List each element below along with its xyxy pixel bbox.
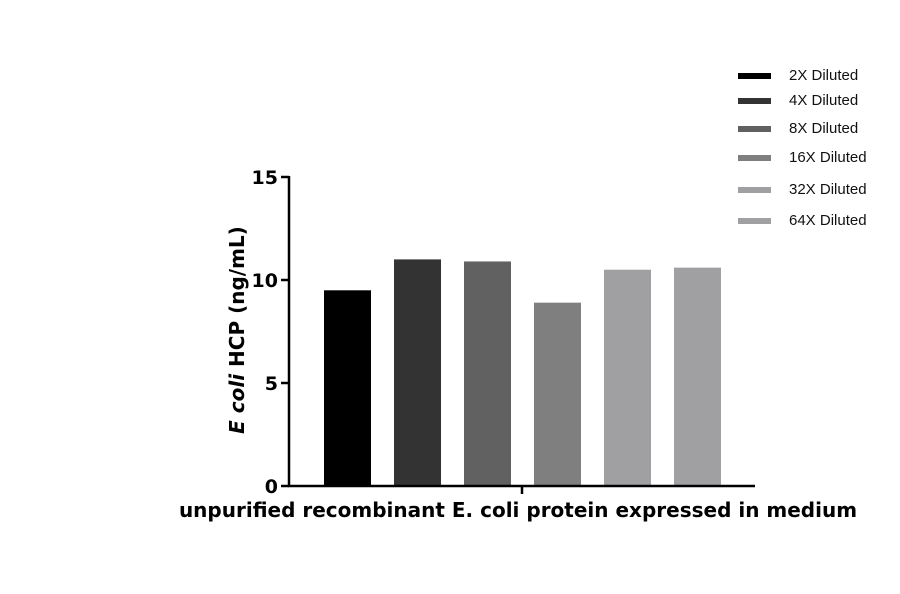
legend-label: 16X Diluted: [789, 149, 867, 166]
y-tick-label: 0: [265, 476, 278, 498]
legend-swatch-icon: [738, 98, 771, 104]
bar-8x-diluted: [464, 261, 511, 486]
bar-2x-diluted: [324, 290, 371, 486]
legend-swatch-icon: [738, 187, 771, 193]
bar-16x-diluted: [534, 302, 581, 486]
legend-item: 32X Diluted: [738, 180, 898, 200]
y-tick-label: 10: [252, 270, 278, 292]
y-tick-label: 15: [252, 167, 278, 189]
legend-swatch-icon: [738, 218, 771, 224]
legend-label: 64X Diluted: [789, 212, 867, 229]
legend-label: 2X Diluted: [789, 67, 859, 84]
legend-label: 32X Diluted: [789, 181, 867, 198]
legend-item: 8X Diluted: [738, 119, 898, 139]
legend-item: 64X Diluted: [738, 211, 898, 231]
legend-swatch-icon: [738, 73, 771, 79]
y-axis-label-plain: HCP (ng/mL): [225, 226, 249, 374]
legend-label: 4X Diluted: [789, 92, 859, 109]
legend-swatch-icon: [738, 126, 771, 132]
legend-swatch-icon: [738, 155, 771, 161]
bar-32x-diluted: [604, 269, 651, 486]
legend-item: 16X Diluted: [738, 148, 898, 168]
bar-4x-diluted: [394, 259, 441, 486]
legend-item: 4X Diluted: [738, 91, 898, 111]
y-ticks: 0 5 10 15: [252, 167, 289, 498]
x-axis-label: unpurified recombinant E. coli protein e…: [179, 498, 857, 522]
legend-item: 2X Diluted: [738, 66, 898, 86]
y-tick-label: 5: [265, 373, 278, 395]
y-axis-label: E coli HCP (ng/mL): [225, 226, 249, 434]
y-axis-label-italic: E coli: [225, 373, 249, 434]
legend-label: 8X Diluted: [789, 120, 859, 137]
bars-group: [324, 259, 721, 486]
bar-64x-diluted: [674, 267, 721, 486]
